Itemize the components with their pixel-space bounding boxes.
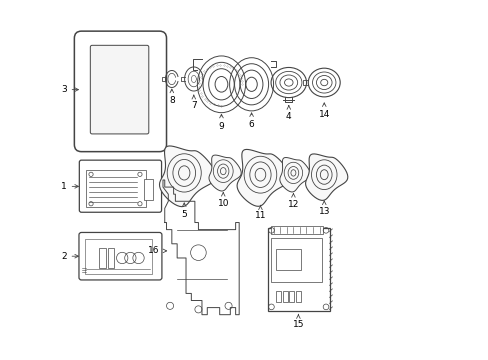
Text: 14: 14 bbox=[318, 103, 329, 119]
Text: 3: 3 bbox=[61, 85, 78, 94]
FancyBboxPatch shape bbox=[143, 179, 153, 200]
FancyBboxPatch shape bbox=[271, 238, 322, 282]
Text: 6: 6 bbox=[248, 113, 254, 129]
Text: 13: 13 bbox=[318, 201, 329, 216]
FancyBboxPatch shape bbox=[79, 160, 161, 212]
Text: 10: 10 bbox=[217, 193, 228, 207]
Text: 15: 15 bbox=[292, 314, 304, 329]
Text: 11: 11 bbox=[254, 205, 265, 220]
Bar bbox=[282, 291, 287, 302]
FancyBboxPatch shape bbox=[90, 45, 148, 134]
Text: 4: 4 bbox=[285, 106, 291, 121]
FancyBboxPatch shape bbox=[79, 233, 162, 280]
Polygon shape bbox=[279, 158, 310, 192]
Text: 1: 1 bbox=[61, 182, 78, 191]
Bar bbox=[108, 248, 114, 268]
Bar bbox=[99, 248, 105, 268]
FancyBboxPatch shape bbox=[267, 228, 329, 311]
Polygon shape bbox=[159, 146, 215, 207]
Bar bbox=[276, 291, 281, 302]
Text: 2: 2 bbox=[61, 252, 78, 261]
FancyBboxPatch shape bbox=[270, 226, 322, 234]
Text: 16: 16 bbox=[148, 246, 166, 255]
Text: 9: 9 bbox=[218, 114, 224, 131]
FancyBboxPatch shape bbox=[85, 239, 152, 274]
Bar bbox=[295, 291, 300, 302]
Text: 8: 8 bbox=[169, 89, 174, 105]
Bar bbox=[275, 249, 301, 270]
Polygon shape bbox=[237, 149, 290, 206]
Text: 7: 7 bbox=[190, 95, 196, 110]
Polygon shape bbox=[208, 155, 241, 191]
Text: 5: 5 bbox=[181, 203, 187, 219]
FancyBboxPatch shape bbox=[74, 31, 166, 152]
Polygon shape bbox=[305, 154, 347, 201]
FancyBboxPatch shape bbox=[85, 170, 146, 207]
Bar bbox=[288, 291, 293, 302]
Text: 12: 12 bbox=[287, 194, 299, 208]
